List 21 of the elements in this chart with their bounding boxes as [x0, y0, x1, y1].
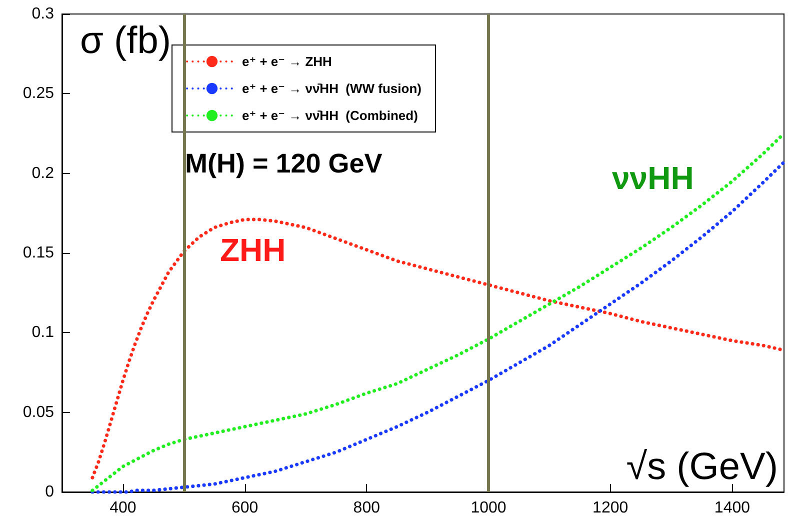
y-tick-label: 0.1: [32, 324, 54, 342]
x-tick-label: 1400: [714, 500, 750, 516]
y-tick-label: 0.25: [22, 85, 54, 102]
y-tick-label: 0.05: [22, 404, 54, 421]
y-tick-label: 0.2: [32, 164, 54, 182]
x-tick-label: 400: [110, 500, 136, 516]
x-axis-title: √s (GeV): [626, 446, 778, 488]
annotation: ZHH: [220, 232, 286, 268]
x-tick-label: 600: [231, 500, 258, 516]
legend-label: e⁺ + e⁻ → ZHH: [242, 54, 332, 69]
y-axis-title: σ (fb): [80, 20, 172, 62]
x-tick-label: 1000: [470, 500, 506, 516]
annotation: M(H) = 120 GeV: [185, 148, 382, 178]
x-tick-label: 800: [353, 500, 380, 516]
y-tick-label: 0.15: [22, 244, 54, 262]
legend-label: e⁺ + e⁻ → νν̄HH (WW fusion): [242, 81, 422, 96]
annotation: ννHH: [612, 160, 694, 196]
legend-label: e⁺ + e⁻ → νν̄HH (Combined): [242, 108, 418, 123]
y-tick-label: 0.3: [32, 6, 54, 22]
y-tick-label: 0: [45, 484, 54, 500]
x-tick-label: 1200: [592, 500, 628, 516]
